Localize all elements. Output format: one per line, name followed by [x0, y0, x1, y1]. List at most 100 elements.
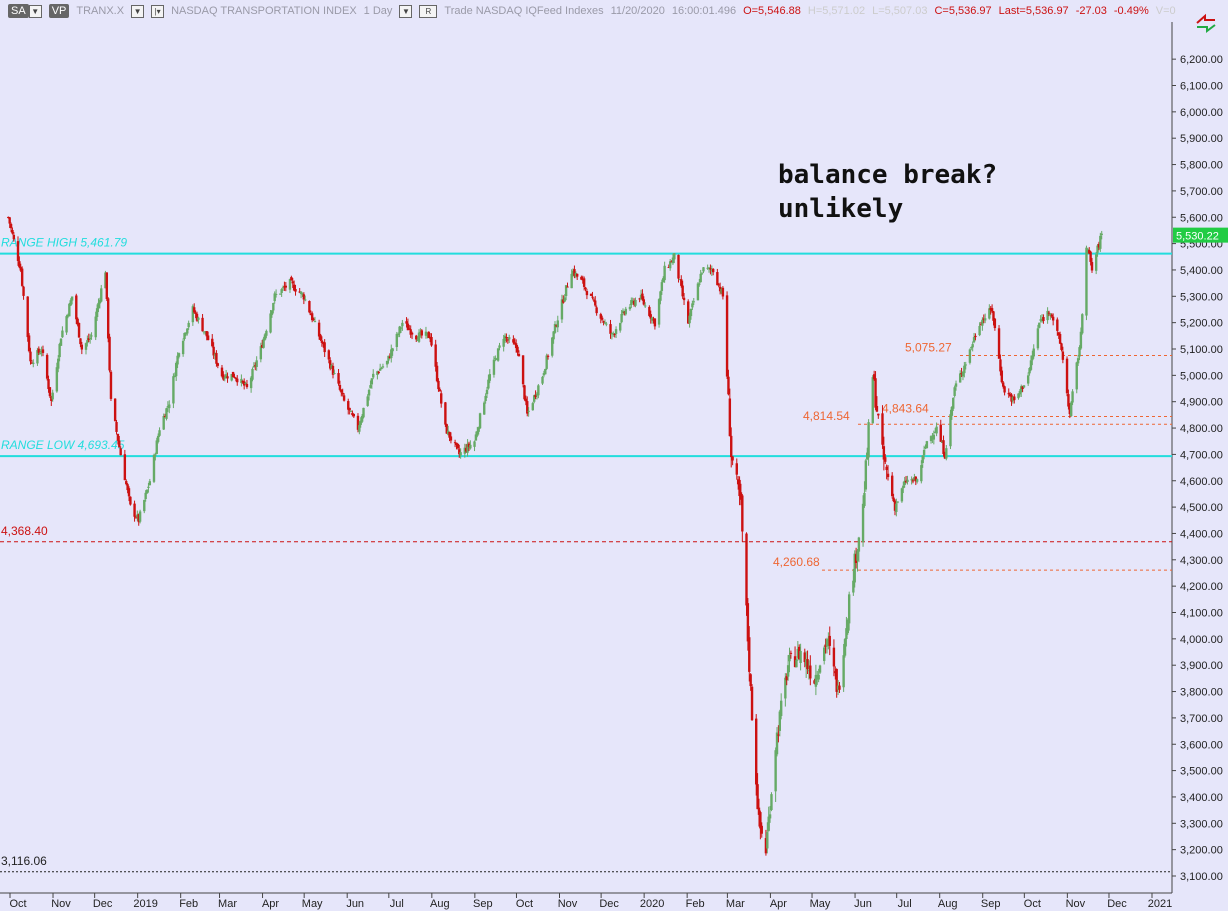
candle-body [37, 348, 41, 353]
candle-body [784, 677, 787, 699]
chart-settings-icon[interactable] [1195, 12, 1217, 34]
candle-body [147, 486, 150, 488]
candle-body [263, 334, 267, 340]
candle-body [893, 500, 897, 511]
candle-body [650, 317, 654, 321]
candle-body [262, 338, 265, 348]
candle-body [614, 329, 618, 334]
candle-body [220, 367, 224, 377]
candle-body [174, 362, 178, 377]
candle-body [552, 331, 555, 340]
candle-body [156, 435, 160, 442]
r-button[interactable]: R [419, 4, 438, 18]
candle-body [706, 267, 709, 269]
candle-body [399, 327, 403, 329]
candle-body [592, 299, 596, 301]
candle-body [123, 454, 127, 481]
candle-body [1036, 328, 1040, 349]
candle-body [896, 501, 899, 503]
candle-body [87, 338, 90, 340]
candle-body [420, 330, 423, 336]
candle-body [886, 473, 890, 478]
y-tick-label: 3,800.00 [1180, 687, 1223, 699]
candle-body [41, 349, 45, 353]
candle-body [444, 402, 447, 425]
candle-body [760, 825, 763, 834]
x-tick-label: May [302, 898, 323, 910]
candle-body [709, 268, 712, 270]
candle-body [224, 374, 228, 378]
candle-body [582, 278, 586, 287]
candle-body [698, 283, 701, 285]
candle-body [843, 639, 847, 656]
candle-body [503, 335, 507, 342]
candle-body [689, 308, 693, 317]
candle-body [574, 272, 578, 277]
x-tick-label: Feb [179, 898, 198, 910]
date-label: 11/20/2020 [610, 5, 665, 17]
candle-body [779, 700, 783, 716]
x-tick-label: Sep [981, 898, 1001, 910]
candle-body [478, 413, 482, 429]
candle-body [405, 321, 408, 324]
candle-body [281, 287, 285, 289]
interval-label[interactable]: 1 Day [363, 5, 393, 17]
candle-body [979, 324, 983, 326]
candle-body [197, 317, 200, 320]
interval-marker-icon[interactable]: |▾ [151, 4, 165, 18]
candle-body [165, 408, 168, 419]
candle-body [261, 344, 264, 348]
sa-button[interactable]: SA [8, 4, 29, 18]
candle-body [136, 514, 139, 518]
close-value: C=5,536.97 [934, 5, 992, 17]
candle-body [796, 648, 800, 658]
y-tick-label: 5,300.00 [1180, 291, 1223, 303]
candle-body [79, 338, 82, 345]
candle-body [455, 442, 458, 446]
candle-body [104, 272, 107, 289]
x-tick-label: Feb [686, 898, 705, 910]
candle-body [1088, 250, 1091, 254]
candle-body [628, 306, 632, 310]
candle-body [380, 368, 383, 370]
candle-body [818, 665, 822, 673]
candle-body [106, 298, 110, 339]
candle-body [119, 448, 122, 456]
candle-body [570, 273, 573, 289]
sa-dropdown-icon[interactable]: ▼ [28, 5, 42, 18]
candle-body [1049, 313, 1052, 315]
candle-body [1058, 334, 1062, 344]
candle-body [566, 286, 569, 288]
candle-body [299, 291, 303, 295]
level-label: 4,260.68 [773, 555, 820, 569]
candle-body [360, 415, 364, 422]
vp-button[interactable]: VP [48, 4, 70, 18]
y-tick-label: 6,200.00 [1180, 54, 1223, 66]
candle-body [745, 533, 748, 606]
symbol-label[interactable]: TRANX.X [76, 5, 125, 17]
candle-body [983, 318, 987, 321]
interval-dropdown-icon[interactable]: ▼ [399, 4, 413, 18]
x-tick-label: Mar [726, 898, 745, 910]
candle-body [663, 265, 666, 281]
candle-body [249, 377, 253, 389]
candle-body [80, 344, 84, 350]
symbol-dropdown-icon[interactable]: ▼ [131, 4, 145, 18]
candle-body [1008, 393, 1012, 397]
candle-body [48, 387, 52, 397]
candle-body [788, 654, 791, 662]
candle-body [202, 331, 206, 333]
candle-body [459, 452, 462, 456]
candle-body [922, 449, 926, 456]
candle-body [803, 652, 806, 663]
candle-body [317, 322, 321, 337]
x-tick-label: Jul [390, 898, 404, 910]
x-tick-label: Dec [599, 898, 619, 910]
candle-body [981, 319, 984, 326]
candle-body [484, 395, 487, 402]
candle-body [223, 377, 226, 379]
candle-body [711, 268, 715, 273]
candle-body [206, 335, 210, 341]
candle-body [775, 732, 779, 755]
